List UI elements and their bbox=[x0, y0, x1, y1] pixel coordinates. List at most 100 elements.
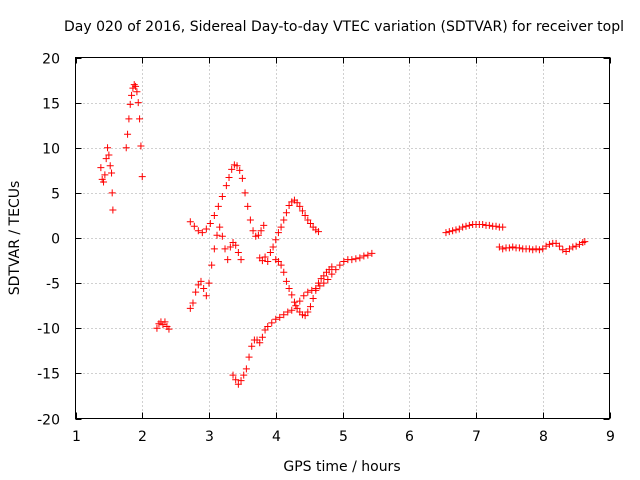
y-tick-label: -15 bbox=[37, 367, 60, 383]
data-point bbox=[226, 243, 234, 251]
data-point bbox=[100, 178, 108, 186]
data-point bbox=[296, 297, 304, 305]
data-point bbox=[216, 223, 224, 231]
data-point bbox=[542, 242, 550, 250]
data-point bbox=[236, 166, 244, 174]
x-tick-label: 5 bbox=[339, 429, 348, 445]
data-point bbox=[109, 206, 117, 214]
data-point bbox=[218, 232, 226, 240]
series-segment-7.4h bbox=[495, 238, 589, 256]
data-point bbox=[282, 277, 290, 285]
data-point bbox=[272, 236, 280, 244]
data-point bbox=[285, 202, 293, 210]
data-point bbox=[293, 304, 301, 312]
data-point bbox=[153, 324, 161, 332]
data-point bbox=[254, 231, 262, 239]
data-point bbox=[525, 245, 533, 253]
data-point bbox=[277, 223, 285, 231]
x-tick-label: 7 bbox=[472, 429, 481, 445]
data-point bbox=[213, 231, 221, 239]
data-point bbox=[264, 322, 272, 330]
x-tick-label: 1 bbox=[72, 429, 81, 445]
data-point bbox=[336, 261, 344, 269]
data-point bbox=[298, 207, 306, 215]
data-point bbox=[186, 304, 194, 312]
x-axis-label: GPS time / hours bbox=[283, 459, 400, 475]
data-point bbox=[241, 189, 249, 197]
data-point bbox=[101, 171, 109, 179]
data-point bbox=[194, 281, 202, 289]
data-point bbox=[240, 371, 248, 379]
data-point bbox=[320, 272, 328, 280]
data-point bbox=[499, 223, 507, 231]
data-point bbox=[205, 279, 213, 287]
data-point bbox=[459, 223, 467, 231]
data-point bbox=[485, 221, 493, 229]
data-point bbox=[258, 257, 266, 265]
data-point bbox=[529, 246, 537, 254]
data-point bbox=[572, 242, 580, 250]
data-point bbox=[272, 315, 280, 323]
data-point bbox=[285, 285, 293, 293]
data-point bbox=[222, 182, 230, 190]
data-point bbox=[105, 151, 113, 159]
series-peak-1.9h bbox=[122, 81, 146, 181]
data-point bbox=[312, 286, 320, 294]
data-point bbox=[106, 162, 114, 170]
data-point bbox=[200, 285, 208, 293]
data-point bbox=[194, 227, 202, 235]
data-point bbox=[304, 308, 312, 316]
data-point bbox=[277, 261, 285, 269]
data-point bbox=[126, 100, 134, 108]
data-point bbox=[328, 263, 336, 271]
data-point bbox=[274, 229, 282, 237]
data-point bbox=[324, 276, 332, 284]
data-point bbox=[301, 211, 309, 219]
series-rise-3.4h bbox=[229, 249, 376, 388]
series-hump-3.3h bbox=[186, 161, 268, 240]
data-point bbox=[208, 261, 216, 269]
data-point bbox=[509, 243, 517, 251]
data-point bbox=[288, 291, 296, 299]
data-point bbox=[221, 245, 229, 253]
data-point bbox=[499, 245, 507, 253]
data-point bbox=[233, 162, 241, 170]
data-point bbox=[198, 229, 206, 237]
data-point bbox=[300, 292, 308, 300]
data-point bbox=[97, 164, 105, 172]
y-tick-label: -10 bbox=[37, 322, 60, 338]
data-point bbox=[505, 244, 513, 252]
data-point bbox=[186, 218, 194, 226]
data-point bbox=[124, 130, 132, 138]
data-point bbox=[228, 165, 236, 173]
data-point bbox=[214, 202, 222, 210]
data-point bbox=[280, 311, 288, 319]
data-point bbox=[189, 299, 197, 307]
data-point bbox=[136, 115, 144, 123]
data-point bbox=[304, 288, 312, 296]
x-tick-labels: 1 2 3 4 5 6 7 8 9 bbox=[72, 429, 615, 445]
data-point bbox=[234, 248, 242, 256]
data-point bbox=[569, 243, 577, 251]
data-point bbox=[368, 249, 376, 257]
data-point bbox=[138, 173, 146, 181]
data-point bbox=[555, 242, 563, 250]
data-points bbox=[97, 81, 589, 388]
data-point bbox=[244, 202, 252, 210]
data-point bbox=[190, 222, 198, 230]
data-point bbox=[332, 266, 340, 274]
x-tick-label: 9 bbox=[606, 429, 615, 445]
data-point bbox=[165, 325, 173, 333]
data-point bbox=[449, 227, 457, 235]
data-point bbox=[306, 220, 314, 228]
data-point bbox=[575, 240, 583, 248]
series-hump-4.3h bbox=[256, 196, 322, 265]
data-point bbox=[104, 144, 112, 152]
data-point bbox=[134, 99, 142, 107]
series-segment-6.5h bbox=[442, 220, 507, 237]
y-tick-label: 5 bbox=[51, 187, 60, 203]
data-point bbox=[125, 115, 133, 123]
data-point bbox=[261, 326, 269, 334]
x-tick-label: 3 bbox=[205, 429, 214, 445]
y-tick-labels: -20 -15 -10 -5 0 5 10 15 20 bbox=[37, 52, 60, 429]
